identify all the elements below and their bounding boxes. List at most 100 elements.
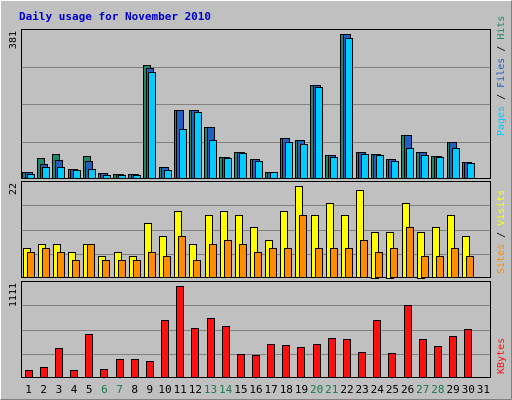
- bar-visits-day-27: [417, 232, 425, 279]
- x-axis-day-labels: 1 2 3 4 5 6 7 8 9 10 11 12 13 14 15 16 17 18 19 20 21 22 23 24 2…: [25, 383, 490, 396]
- bar-kbytes-day-14: [222, 326, 230, 378]
- chart-title: Daily usage for November 2010: [19, 10, 211, 23]
- bar-sites-day-3: [57, 252, 65, 278]
- bar-kbytes-day-30: [464, 329, 472, 378]
- bar-sites-day-16: [254, 252, 262, 278]
- x-tick-label-3: 3: [56, 383, 63, 396]
- bar-pages-day-10: [164, 170, 172, 179]
- bar-kbytes-day-3: [55, 348, 63, 378]
- bar-sites-day-8: [133, 260, 141, 278]
- bar-pages-day-7: [118, 175, 126, 179]
- legend-sites: Sites: [496, 244, 507, 274]
- x-tick-label-15: 15: [234, 383, 247, 396]
- bar-kbytes-day-18: [282, 345, 290, 378]
- x-tick-label-29: 29: [446, 383, 459, 396]
- bar-kbytes-day-25: [388, 353, 396, 378]
- x-tick-label-9: 9: [147, 383, 154, 396]
- bar-kbytes-day-20: [313, 344, 321, 378]
- x-tick-label-6: 6: [101, 383, 108, 396]
- legend-separator: /: [496, 88, 507, 106]
- bar-sites-day-15: [239, 244, 247, 278]
- bar-sites-day-22: [345, 248, 353, 278]
- legend-separator: /: [496, 40, 507, 58]
- bar-kbytes-day-11: [176, 286, 184, 378]
- bar-kbytes-day-22: [343, 339, 351, 378]
- bar-kbytes-day-28: [434, 346, 442, 378]
- x-tick-label-11: 11: [174, 383, 187, 396]
- bar-pages-day-15: [239, 153, 247, 179]
- bar-sites-day-24: [375, 252, 383, 278]
- x-tick-label-19: 19: [295, 383, 308, 396]
- panel-1: 381 Pages / Files / Hits: [8, 16, 507, 179]
- x-tick-label-31: 31: [477, 383, 490, 396]
- bar-pages-day-26: [406, 148, 414, 179]
- series-pages: [27, 38, 475, 179]
- x-tick-label-13: 13: [204, 383, 217, 396]
- series-kbytes: [25, 286, 472, 378]
- bar-sites-day-26: [406, 227, 414, 278]
- x-tick-label-4: 4: [71, 383, 78, 396]
- bar-kbytes-day-26: [404, 305, 412, 378]
- x-tick-label-30: 30: [462, 383, 475, 396]
- bar-pages-day-22: [345, 38, 353, 179]
- bar-sites-day-27: [421, 256, 429, 278]
- bar-pages-day-16: [255, 161, 263, 179]
- x-tick-label-8: 8: [131, 383, 138, 396]
- y-max-label: 381: [8, 31, 19, 49]
- bar-pages-day-27: [421, 155, 429, 179]
- bar-sites-day-13: [209, 244, 217, 278]
- x-tick-label-16: 16: [249, 383, 262, 396]
- bar-pages-day-28: [436, 157, 444, 179]
- legend-files: Files: [496, 58, 507, 88]
- bar-sites-day-21: [330, 248, 338, 278]
- x-tick-label-24: 24: [371, 383, 385, 396]
- x-tick-label-14: 14: [219, 383, 233, 396]
- x-tick-label-5: 5: [86, 383, 93, 396]
- series-legend: KBytes: [496, 338, 507, 374]
- legend-kbytes: KBytes: [496, 338, 507, 374]
- bar-pages-day-14: [224, 158, 232, 179]
- bar-pages-day-11: [179, 129, 187, 179]
- series-legend: Pages / Files / Hits: [496, 16, 507, 136]
- bar-sites-day-14: [224, 240, 232, 278]
- bar-kbytes-day-5: [85, 334, 93, 378]
- bar-sites-day-23: [360, 240, 368, 278]
- legend-separator: /: [496, 226, 507, 244]
- bar-sites-day-4: [72, 260, 80, 278]
- bar-kbytes-day-21: [328, 338, 336, 378]
- bar-kbytes-day-23: [358, 352, 366, 378]
- x-tick-label-18: 18: [280, 383, 293, 396]
- bar-kbytes-day-15: [237, 354, 245, 378]
- series-sites: [27, 215, 474, 278]
- x-tick-label-28: 28: [431, 383, 444, 396]
- bar-sites-day-10: [163, 256, 171, 278]
- bar-pages-day-4: [73, 170, 81, 179]
- x-tick-label-10: 10: [158, 383, 171, 396]
- bar-sites-day-5: [87, 244, 95, 278]
- bar-kbytes-day-7: [116, 359, 124, 378]
- bar-pages-day-23: [361, 154, 369, 179]
- x-tick-label-26: 26: [401, 383, 414, 396]
- x-tick-label-1: 1: [25, 383, 32, 396]
- bar-sites-day-7: [118, 260, 126, 278]
- bar-sites-day-9: [148, 252, 156, 278]
- legend-pages: Pages: [496, 106, 507, 136]
- bar-pages-day-19: [300, 144, 308, 179]
- panel-3: 1111 KBytes: [8, 281, 507, 378]
- bar-pages-day-18: [285, 142, 293, 179]
- bar-sites-day-19: [299, 215, 307, 278]
- bar-pages-day-8: [133, 175, 141, 179]
- x-tick-label-21: 21: [325, 383, 338, 396]
- bar-sites-day-6: [102, 260, 110, 278]
- bar-pages-day-13: [209, 140, 217, 179]
- bar-sites-day-17: [269, 248, 277, 278]
- bar-kbytes-day-27: [419, 339, 427, 378]
- bar-pages-day-3: [57, 167, 65, 179]
- bar-kbytes-day-12: [191, 328, 199, 378]
- bar-kbytes-day-4: [70, 370, 78, 378]
- x-tick-label-7: 7: [116, 383, 123, 396]
- bar-sites-day-1: [27, 252, 35, 278]
- bar-pages-day-24: [376, 155, 384, 179]
- bar-kbytes-day-9: [146, 361, 154, 378]
